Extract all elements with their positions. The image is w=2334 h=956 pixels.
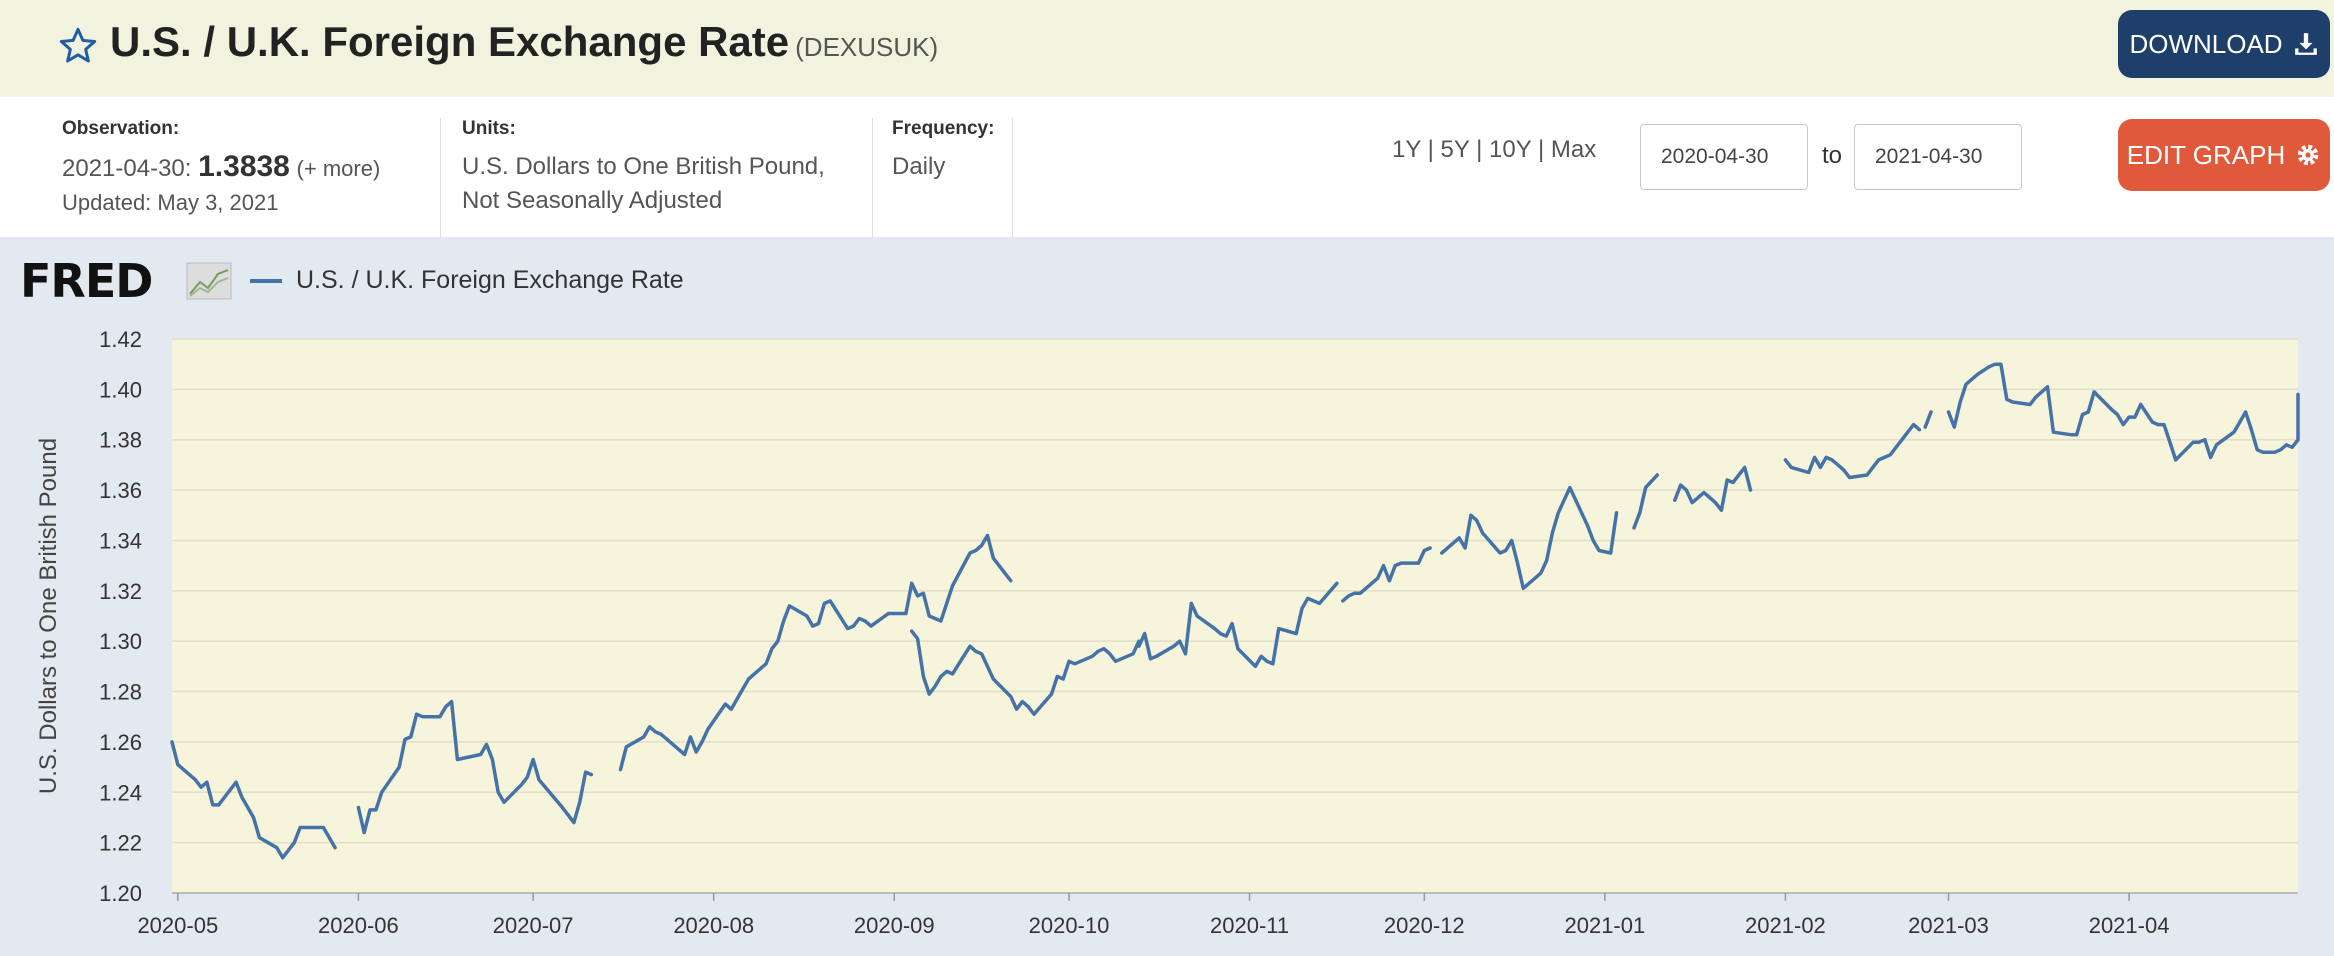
y-tick-label: 1.38 — [99, 428, 142, 453]
legend-swatch — [250, 278, 282, 283]
frequency-label: Frequency: — [892, 118, 995, 139]
y-tick-label: 1.42 — [99, 327, 142, 352]
x-tick-labels: 2020-05 2020-06 2020-07 2020-08 2020-09 2020-… — [137, 893, 2169, 938]
chart-logo-icon — [186, 262, 232, 300]
edit-graph-button[interactable]: EDIT GRAPH — [2118, 119, 2330, 191]
observation-label: Observation: — [62, 118, 180, 139]
series-segment — [1137, 581, 1339, 669]
y-tick-label: 1.30 — [99, 629, 142, 654]
x-tick-label: 2020-09 — [854, 913, 935, 938]
download-button[interactable]: DOWNLOAD — [2118, 10, 2330, 78]
x-tick-label: 2020-07 — [493, 913, 574, 938]
units-label: Units: — [462, 118, 516, 139]
y-tick-label: 1.32 — [99, 579, 142, 604]
observation-block: Observation: 2021-04-30: 1.3838 (+ more)… — [62, 118, 380, 220]
title-text: U.S. / U.K. Foreign Exchange Rate — [110, 18, 790, 65]
x-tick-label: 2020-10 — [1029, 913, 1110, 938]
range-buttons: 1Y | 5Y | 10Y | Max — [1392, 136, 1597, 163]
series-segment — [1673, 465, 1753, 512]
x-tick-label: 2021-02 — [1745, 913, 1826, 938]
series-segment — [1341, 546, 1432, 603]
divider — [1012, 118, 1013, 238]
x-tick-label: 2021-01 — [1564, 913, 1645, 938]
x-tick-label: 2020-11 — [1210, 913, 1289, 938]
y-tick-label: 1.36 — [99, 478, 142, 503]
series-segment — [1440, 485, 1619, 591]
series-segment — [1783, 422, 1922, 480]
divider — [872, 118, 873, 238]
series-code: (DEXUSUK) — [795, 32, 939, 62]
x-tick-label: 2021-04 — [2089, 913, 2170, 938]
units-block: Units: U.S. Dollars to One British Pound… — [462, 118, 825, 218]
download-icon — [2294, 33, 2317, 55]
range-10y[interactable]: 10Y — [1489, 136, 1532, 163]
observation-date: 2021-04-30: — [62, 155, 192, 182]
gear-icon — [2297, 144, 2319, 166]
series-segment — [1946, 362, 2300, 462]
brand-text: FRED — [20, 254, 153, 308]
updated-text: Updated: May 3, 2021 — [62, 190, 279, 215]
range-1y[interactable]: 1Y — [1392, 136, 1421, 163]
y-tick-label: 1.20 — [99, 881, 142, 906]
units-line-1: U.S. Dollars to One British Pound, — [462, 153, 825, 180]
end-date-input[interactable]: 2021-04-30 — [1854, 124, 2022, 190]
y-tick-label: 1.40 — [99, 377, 142, 402]
series-segment — [356, 699, 594, 835]
series-segment — [909, 629, 1141, 716]
x-tick-label: 2020-08 — [673, 913, 754, 938]
header-bar: U.S. / U.K. Foreign Exchange Rate (DEXUSU… — [0, 0, 2334, 97]
download-label: DOWNLOAD — [2129, 28, 2283, 59]
x-tick-label: 2021-03 — [1908, 913, 1989, 938]
y-tick-label: 1.26 — [99, 730, 142, 755]
y-tick-labels: 1.20 1.22 1.24 1.26 1.28 1.30 1.32 1.34 1.36 1.38… — [99, 327, 142, 906]
units-line-2: Not Seasonally Adjusted — [462, 187, 723, 214]
fred-logo: FRED — [20, 254, 153, 308]
x-tick-label: 2020-06 — [318, 913, 399, 938]
y-tick-label: 1.34 — [99, 528, 142, 553]
line-chart: 1.20 1.22 1.24 1.26 1.28 1.30 1.32 1.34 1.36 1.38… — [35, 327, 2300, 938]
frequency-value: Daily — [892, 153, 946, 180]
page-title: U.S. / U.K. Foreign Exchange Rate (DEXUSU… — [110, 18, 938, 66]
legend-label: U.S. / U.K. Foreign Exchange Rate — [296, 266, 684, 294]
y-axis-label: U.S. Dollars to One British Pound — [35, 438, 62, 794]
frequency-block: Frequency: Daily — [892, 118, 994, 184]
series-segment — [1923, 410, 1933, 429]
series-segment — [1632, 473, 1660, 530]
y-tick-label: 1.22 — [99, 831, 142, 856]
y-tick-label: 1.24 — [99, 780, 142, 805]
legend[interactable]: U.S. / U.K. Foreign Exchange Rate — [250, 266, 684, 295]
star-icon[interactable] — [58, 26, 98, 66]
plot-background — [172, 339, 2298, 893]
to-label: to — [1822, 142, 1843, 169]
x-tick-label: 2020-05 — [137, 913, 218, 938]
start-date-input[interactable]: 2020-04-30 — [1640, 124, 1808, 190]
observation-value: 1.3838 — [198, 150, 290, 183]
divider — [440, 118, 441, 238]
range-max[interactable]: Max — [1550, 136, 1597, 163]
series-segment — [170, 740, 337, 860]
y-tick-label: 1.28 — [99, 680, 142, 705]
edit-graph-label: EDIT GRAPH — [2126, 139, 2286, 170]
series-line — [170, 362, 2300, 860]
series-segment — [618, 533, 1013, 772]
more-link[interactable]: (+ more) — [296, 156, 381, 181]
range-5y[interactable]: 5Y — [1440, 136, 1470, 163]
x-tick-label: 2020-12 — [1384, 913, 1465, 938]
